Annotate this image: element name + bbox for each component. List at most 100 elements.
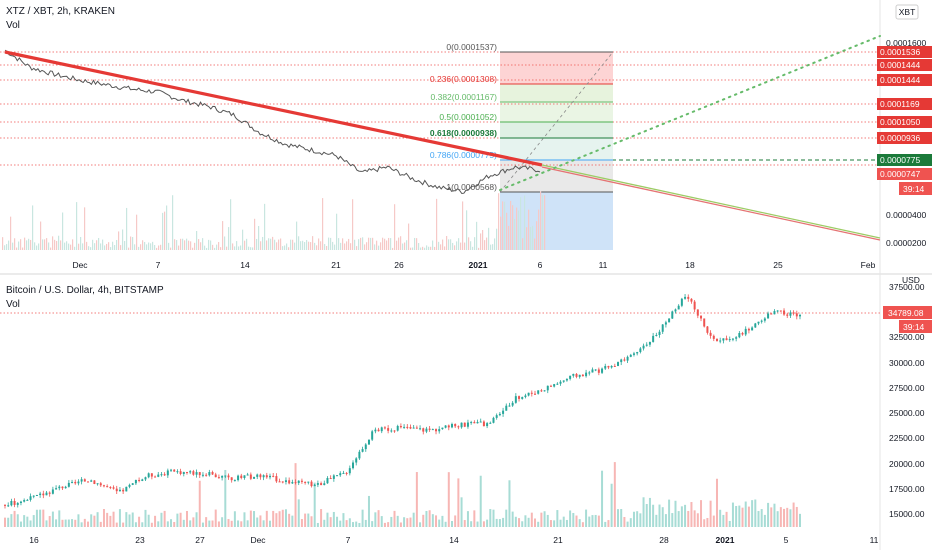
- top-volume-bar: [174, 239, 176, 250]
- top-volume-bar: [112, 241, 114, 250]
- btc-candle-body: [393, 430, 396, 432]
- btc-volume-bar: [393, 510, 396, 527]
- btc-volume-bar: [741, 507, 744, 527]
- top-volume-bar: [444, 246, 446, 250]
- btc-price-tick: 32500.00: [889, 332, 925, 342]
- btc-volume-bar: [700, 500, 703, 527]
- btc-volume-bar: [166, 521, 169, 527]
- btc-candle-body: [412, 427, 415, 429]
- btc-candle-body: [747, 328, 750, 331]
- btc-candle-body: [141, 479, 144, 481]
- top-volume-bar: [104, 245, 106, 250]
- top-volume-bar: [368, 237, 370, 250]
- top-volume-bar: [492, 244, 494, 250]
- btc-volume-bar: [687, 510, 690, 527]
- btc-volume-bar: [83, 518, 86, 527]
- top-volume-bar: [122, 229, 124, 250]
- btc-volume-bar: [492, 509, 495, 527]
- btc-candle-body: [419, 428, 422, 430]
- btc-candle-body: [706, 326, 709, 333]
- top-volume-bar: [14, 238, 16, 250]
- btc-volume-bar: [348, 518, 351, 527]
- btc-volume-bar: [74, 519, 77, 527]
- btc-candle-body: [316, 483, 319, 485]
- top-currency-button[interactable]: [895, 4, 919, 20]
- top-volume-bar: [374, 244, 376, 250]
- btc-volume-bar: [486, 519, 489, 527]
- btc-candle-body: [450, 424, 453, 428]
- top-volume-bar: [404, 242, 406, 250]
- btc-volume-bar: [671, 513, 674, 527]
- top-volume-bar: [484, 240, 486, 250]
- top-time-tick: 6: [538, 260, 543, 270]
- top-volume-bar: [210, 240, 212, 250]
- btc-candle-body: [645, 344, 648, 346]
- btc-volume-bar: [735, 505, 738, 527]
- btc-volume-bar: [35, 509, 38, 527]
- badge-0001444-a: 0.0001444: [880, 60, 920, 70]
- top-volume-bar: [52, 236, 54, 250]
- top-volume-bar: [42, 239, 44, 250]
- btc-volume-bar: [189, 520, 192, 527]
- btc-candle-body: [198, 472, 201, 476]
- top-volume-bar: [40, 221, 42, 250]
- top-volume-bar: [328, 237, 330, 250]
- btc-candle-body: [185, 472, 188, 474]
- btc-volume-bar: [243, 512, 246, 527]
- badge-0000747: 0.0000747: [880, 169, 920, 179]
- btc-volume-bar: [154, 515, 157, 527]
- btc-volume-bar: [450, 521, 453, 527]
- btc-last-price-text: 34789.08: [888, 308, 924, 318]
- btc-volume-bar: [390, 516, 393, 527]
- btc-candle-body: [438, 429, 441, 432]
- btc-candle-body: [214, 474, 217, 478]
- btc-volume-bar: [326, 512, 329, 527]
- top-volume-bar: [214, 247, 216, 250]
- btc-candle-body: [304, 481, 307, 483]
- btc-volume-bar: [230, 520, 233, 527]
- btc-candle-body: [387, 428, 390, 431]
- btc-candle-body: [549, 385, 552, 387]
- btc-candle-body: [537, 390, 540, 394]
- top-volume-bar: [360, 237, 362, 250]
- btc-candle-body: [668, 318, 671, 323]
- btc-volume-bar: [45, 520, 48, 527]
- top-volume-bar: [478, 247, 480, 250]
- btc-volume-bar: [668, 499, 671, 527]
- top-volume-bar: [316, 245, 318, 250]
- top-volume-bar: [22, 247, 24, 250]
- top-volume-bar: [486, 237, 488, 250]
- btc-time-tick: 7: [346, 535, 351, 545]
- top-volume-bar: [92, 239, 94, 250]
- btc-candle-body: [559, 381, 562, 384]
- btc-price-tick: 20000.00: [889, 459, 925, 469]
- btc-candle-body: [170, 469, 173, 471]
- top-volume-bar: [334, 244, 336, 250]
- btc-volume-bar: [39, 509, 42, 527]
- btc-candle-body: [39, 493, 42, 495]
- btc-volume-bar: [655, 514, 658, 527]
- btc-candle-body: [728, 339, 731, 341]
- btc-candle-body: [664, 322, 667, 325]
- btc-volume-bar: [604, 521, 607, 527]
- btc-volume-bar: [479, 475, 482, 527]
- btc-candle-body: [620, 359, 623, 363]
- btc-candle-body: [680, 298, 683, 306]
- btc-volume-bar: [377, 510, 380, 527]
- btc-candle-body: [751, 327, 754, 331]
- btc-candle-body: [498, 413, 501, 416]
- btc-volume-bar: [763, 514, 766, 527]
- btc-candle-body: [463, 422, 466, 427]
- xtz-price-series: [4, 49, 541, 195]
- top-volume-bar: [462, 201, 464, 250]
- btc-volume-bar: [383, 522, 386, 527]
- badge-0000936: 0.0000936: [880, 133, 920, 143]
- top-volume-bar: [244, 240, 246, 250]
- btc-candle-body: [540, 390, 543, 392]
- top-volume-bar: [540, 191, 542, 250]
- btc-volume-bar: [690, 502, 693, 527]
- btc-volume-bar: [779, 507, 782, 527]
- btc-volume-bar: [738, 505, 741, 527]
- btc-volume-bar: [508, 480, 511, 527]
- btc-candle-body: [138, 479, 141, 481]
